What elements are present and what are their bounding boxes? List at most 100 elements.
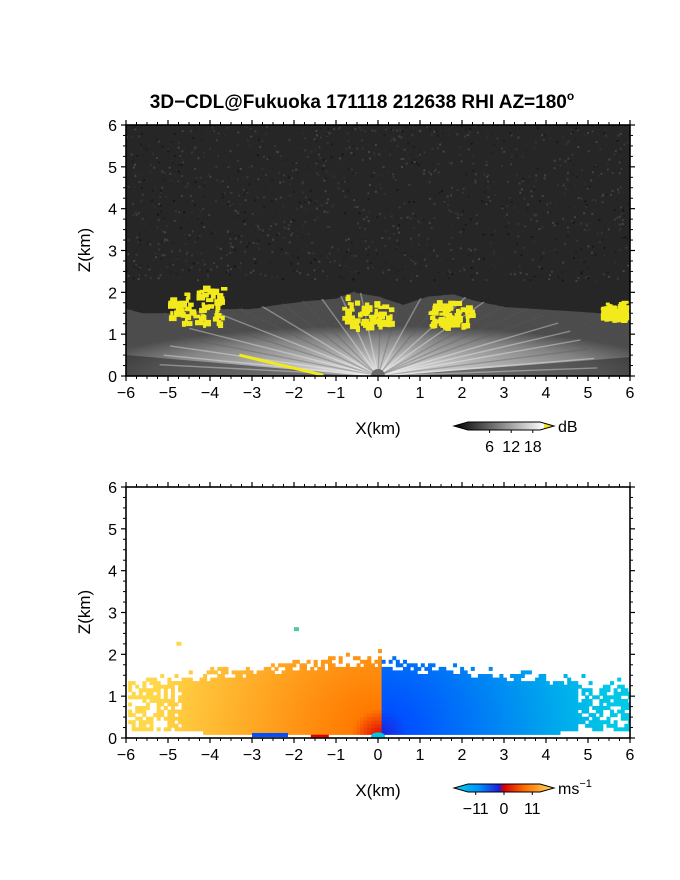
reflectivity-noise-pixel (132, 277, 135, 280)
reflectivity-noise-pixel (594, 253, 597, 256)
reflectivity-noise-pixel (385, 208, 388, 211)
reflectivity-saturated-cell (377, 322, 381, 327)
velocity-cell (185, 727, 190, 732)
velocity-cell (260, 716, 265, 721)
velocity-cell (270, 709, 275, 714)
velocity-cell (242, 681, 247, 686)
reflectivity-noise-pixel (179, 249, 181, 252)
reflectivity-noise-pixel (402, 158, 405, 160)
reflectivity-noise-pixel (462, 191, 465, 194)
reflectivity-noise-pixel (617, 188, 620, 191)
reflectivity-noise-pixel (252, 177, 255, 180)
velocity-cell (199, 723, 204, 728)
velocity-cell (199, 727, 204, 732)
reflectivity-noise-pixel (237, 159, 240, 162)
reflectivity-noise-pixel (487, 174, 490, 177)
reflectivity-noise-pixel (471, 154, 474, 157)
velocity-cell (299, 702, 304, 707)
reflectivity-noise-pixel (133, 260, 136, 262)
reflectivity-streak (377, 367, 598, 376)
reflectivity-noise-pixel (339, 266, 342, 269)
velocity-cell (278, 720, 282, 725)
reflectivity-noise-pixel (228, 205, 231, 208)
reflectivity-noise-pixel (458, 146, 461, 149)
reflectivity-noise-pixel (484, 201, 487, 204)
reflectivity-saturated-cell (210, 293, 216, 299)
reflectivity-noise-pixel (154, 252, 157, 255)
reflectivity-noise-pixel (431, 147, 434, 150)
velocity-cell (267, 670, 272, 675)
velocity-cell (285, 720, 290, 725)
reflectivity-colorbar-tick-label: 6 (485, 439, 494, 456)
velocity-cell (317, 670, 322, 675)
velocity-cell (213, 677, 218, 682)
reflectivity-noise-pixel (362, 147, 364, 150)
reflectivity-noise-pixel (493, 180, 496, 183)
reflectivity-noise-pixel (580, 222, 583, 225)
velocity-cell (213, 698, 218, 703)
reflectivity-plot-area (126, 125, 630, 376)
reflectivity-noise-pixel (430, 133, 433, 136)
velocity-cell (181, 716, 186, 721)
velocity-cell (167, 677, 172, 682)
reflectivity-noise-pixel (393, 139, 396, 142)
reflectivity-noise-pixel (491, 134, 494, 137)
reflectivity-saturated-cell (447, 320, 455, 328)
reflectivity-noise-pixel (355, 163, 358, 166)
reflectivity-noise-pixel (500, 187, 503, 190)
velocity-cell (245, 674, 250, 678)
velocity-cell (303, 695, 307, 700)
reflectivity-noise-pixel (535, 179, 538, 182)
reflectivity-noise-pixel (227, 230, 229, 233)
reflectivity-noise-pixel (494, 267, 497, 270)
reflectivity-x-tick-label: 4 (542, 385, 551, 402)
reflectivity-colorbar-tick-label: 12 (502, 439, 520, 456)
velocity-cell (263, 681, 268, 686)
velocity-cell (220, 677, 225, 682)
velocity-cell (206, 727, 211, 732)
reflectivity-noise-pixel (538, 265, 541, 268)
reflectivity-noise-pixel (454, 212, 457, 215)
reflectivity-noise-pixel (437, 171, 440, 174)
reflectivity-noise-pixel (314, 201, 317, 204)
velocity-cell (260, 713, 265, 718)
velocity-cell (131, 723, 136, 728)
reflectivity-noise-pixel (558, 165, 561, 168)
reflectivity-noise-pixel (373, 265, 376, 268)
velocity-cell (285, 713, 290, 718)
reflectivity-noise-pixel (307, 232, 310, 235)
reflectivity-noise-pixel (386, 169, 389, 172)
reflectivity-noise-pixel (493, 250, 496, 253)
reflectivity-noise-pixel (221, 180, 224, 183)
reflectivity-noise-pixel (236, 211, 239, 214)
reflectivity-noise-pixel (580, 259, 583, 262)
velocity-cell (310, 698, 315, 703)
reflectivity-noise-pixel (626, 141, 629, 144)
reflectivity-noise-pixel (510, 201, 513, 204)
reflectivity-noise-pixel (367, 253, 370, 256)
reflectivity-noise-pixel (567, 172, 569, 175)
reflectivity-noise-pixel (346, 132, 349, 135)
velocity-cell (324, 716, 329, 721)
reflectivity-noise-pixel (192, 137, 195, 139)
reflectivity-noise-pixel (583, 159, 586, 162)
velocity-cell (313, 702, 318, 707)
velocity-cell (242, 723, 247, 728)
velocity-cell (192, 688, 197, 693)
reflectivity-noise-pixel (406, 151, 409, 154)
reflectivity-noise-pixel (361, 237, 364, 240)
velocity-cell (317, 723, 322, 728)
reflectivity-saturated-cell (625, 312, 630, 316)
reflectivity-noise-pixel (508, 249, 511, 252)
velocity-cell (220, 716, 225, 721)
velocity-cell (170, 723, 175, 728)
reflectivity-noise-pixel (229, 251, 232, 254)
reflectivity-noise-pixel (250, 135, 253, 138)
reflectivity-noise-pixel (301, 182, 304, 185)
reflectivity-noise-pixel (173, 199, 175, 202)
reflectivity-noise-pixel (181, 175, 183, 178)
reflectivity-noise-pixel (599, 148, 602, 151)
velocity-cell (195, 684, 200, 689)
reflectivity-noise-pixel (468, 254, 470, 257)
reflectivity-noise-pixel (164, 171, 167, 174)
